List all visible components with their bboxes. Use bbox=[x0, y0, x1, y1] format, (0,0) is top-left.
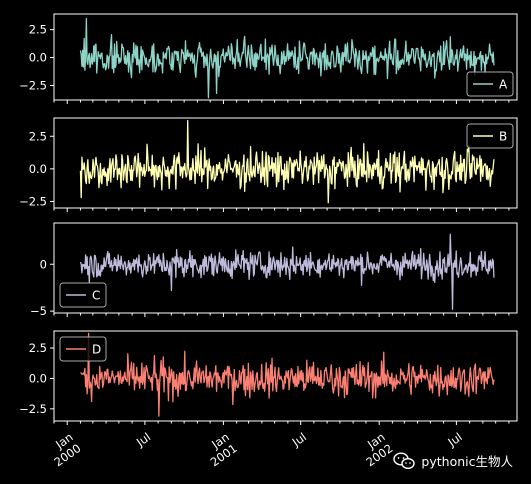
legend-label: C bbox=[92, 289, 100, 303]
axes-frame bbox=[53, 222, 518, 314]
watermark-text: pythonic生物人 bbox=[421, 454, 513, 469]
series-line-b bbox=[79, 119, 495, 204]
y-tick-label: 0.0 bbox=[29, 371, 47, 385]
legend-label: D bbox=[92, 343, 101, 357]
y-tick-label: −2.5 bbox=[19, 78, 47, 92]
y-tick-label: −2.5 bbox=[19, 402, 47, 416]
panel-b: −2.5 0.0 2.5 B bbox=[19, 117, 518, 212]
watermark: pythonic生物人 bbox=[393, 451, 513, 470]
x-tick-label: Jan2001 bbox=[200, 430, 240, 470]
y-tick-label: 0.0 bbox=[29, 51, 47, 65]
x-tick-label: Jul bbox=[445, 430, 465, 450]
legend-label: A bbox=[499, 78, 508, 92]
y-tick-label: −5 bbox=[30, 304, 47, 318]
x-tick-label: Jan2002 bbox=[356, 430, 396, 470]
x-tick-label-line: Jul bbox=[133, 430, 153, 450]
legend: D bbox=[59, 336, 107, 362]
x-tick-label-line: Jul bbox=[445, 430, 465, 450]
y-tick-label: 2.5 bbox=[29, 23, 47, 37]
panel-c: −5 0 C bbox=[30, 222, 518, 318]
y-tick-label: 0.0 bbox=[29, 162, 47, 176]
y-tick-label: 0 bbox=[40, 257, 47, 271]
panel-a: −2.5 0.0 2.5 A bbox=[19, 13, 518, 104]
x-tick-label: Jul bbox=[133, 430, 153, 450]
series-line-a bbox=[79, 17, 495, 99]
axes-frame bbox=[53, 13, 518, 101]
axes-frame bbox=[53, 117, 518, 209]
y-tick-label: −2.5 bbox=[19, 194, 47, 208]
x-tick-label-line: Jul bbox=[289, 430, 309, 450]
y-tick-label: 2.5 bbox=[29, 341, 47, 355]
axes-frame bbox=[53, 330, 518, 422]
legend: B bbox=[466, 123, 514, 149]
legend: A bbox=[466, 71, 514, 97]
panel-d: −2.5 0.0 2.5 D bbox=[19, 330, 518, 425]
wechat-icon bbox=[393, 451, 416, 469]
legend-label: B bbox=[499, 130, 507, 144]
legend: C bbox=[59, 282, 107, 308]
series-line-c bbox=[79, 233, 495, 310]
x-tick-label: Jan2000 bbox=[44, 430, 84, 470]
series-line-d bbox=[80, 332, 495, 417]
y-tick-label: 2.5 bbox=[29, 129, 47, 143]
x-tick-label: Jul bbox=[289, 430, 309, 450]
